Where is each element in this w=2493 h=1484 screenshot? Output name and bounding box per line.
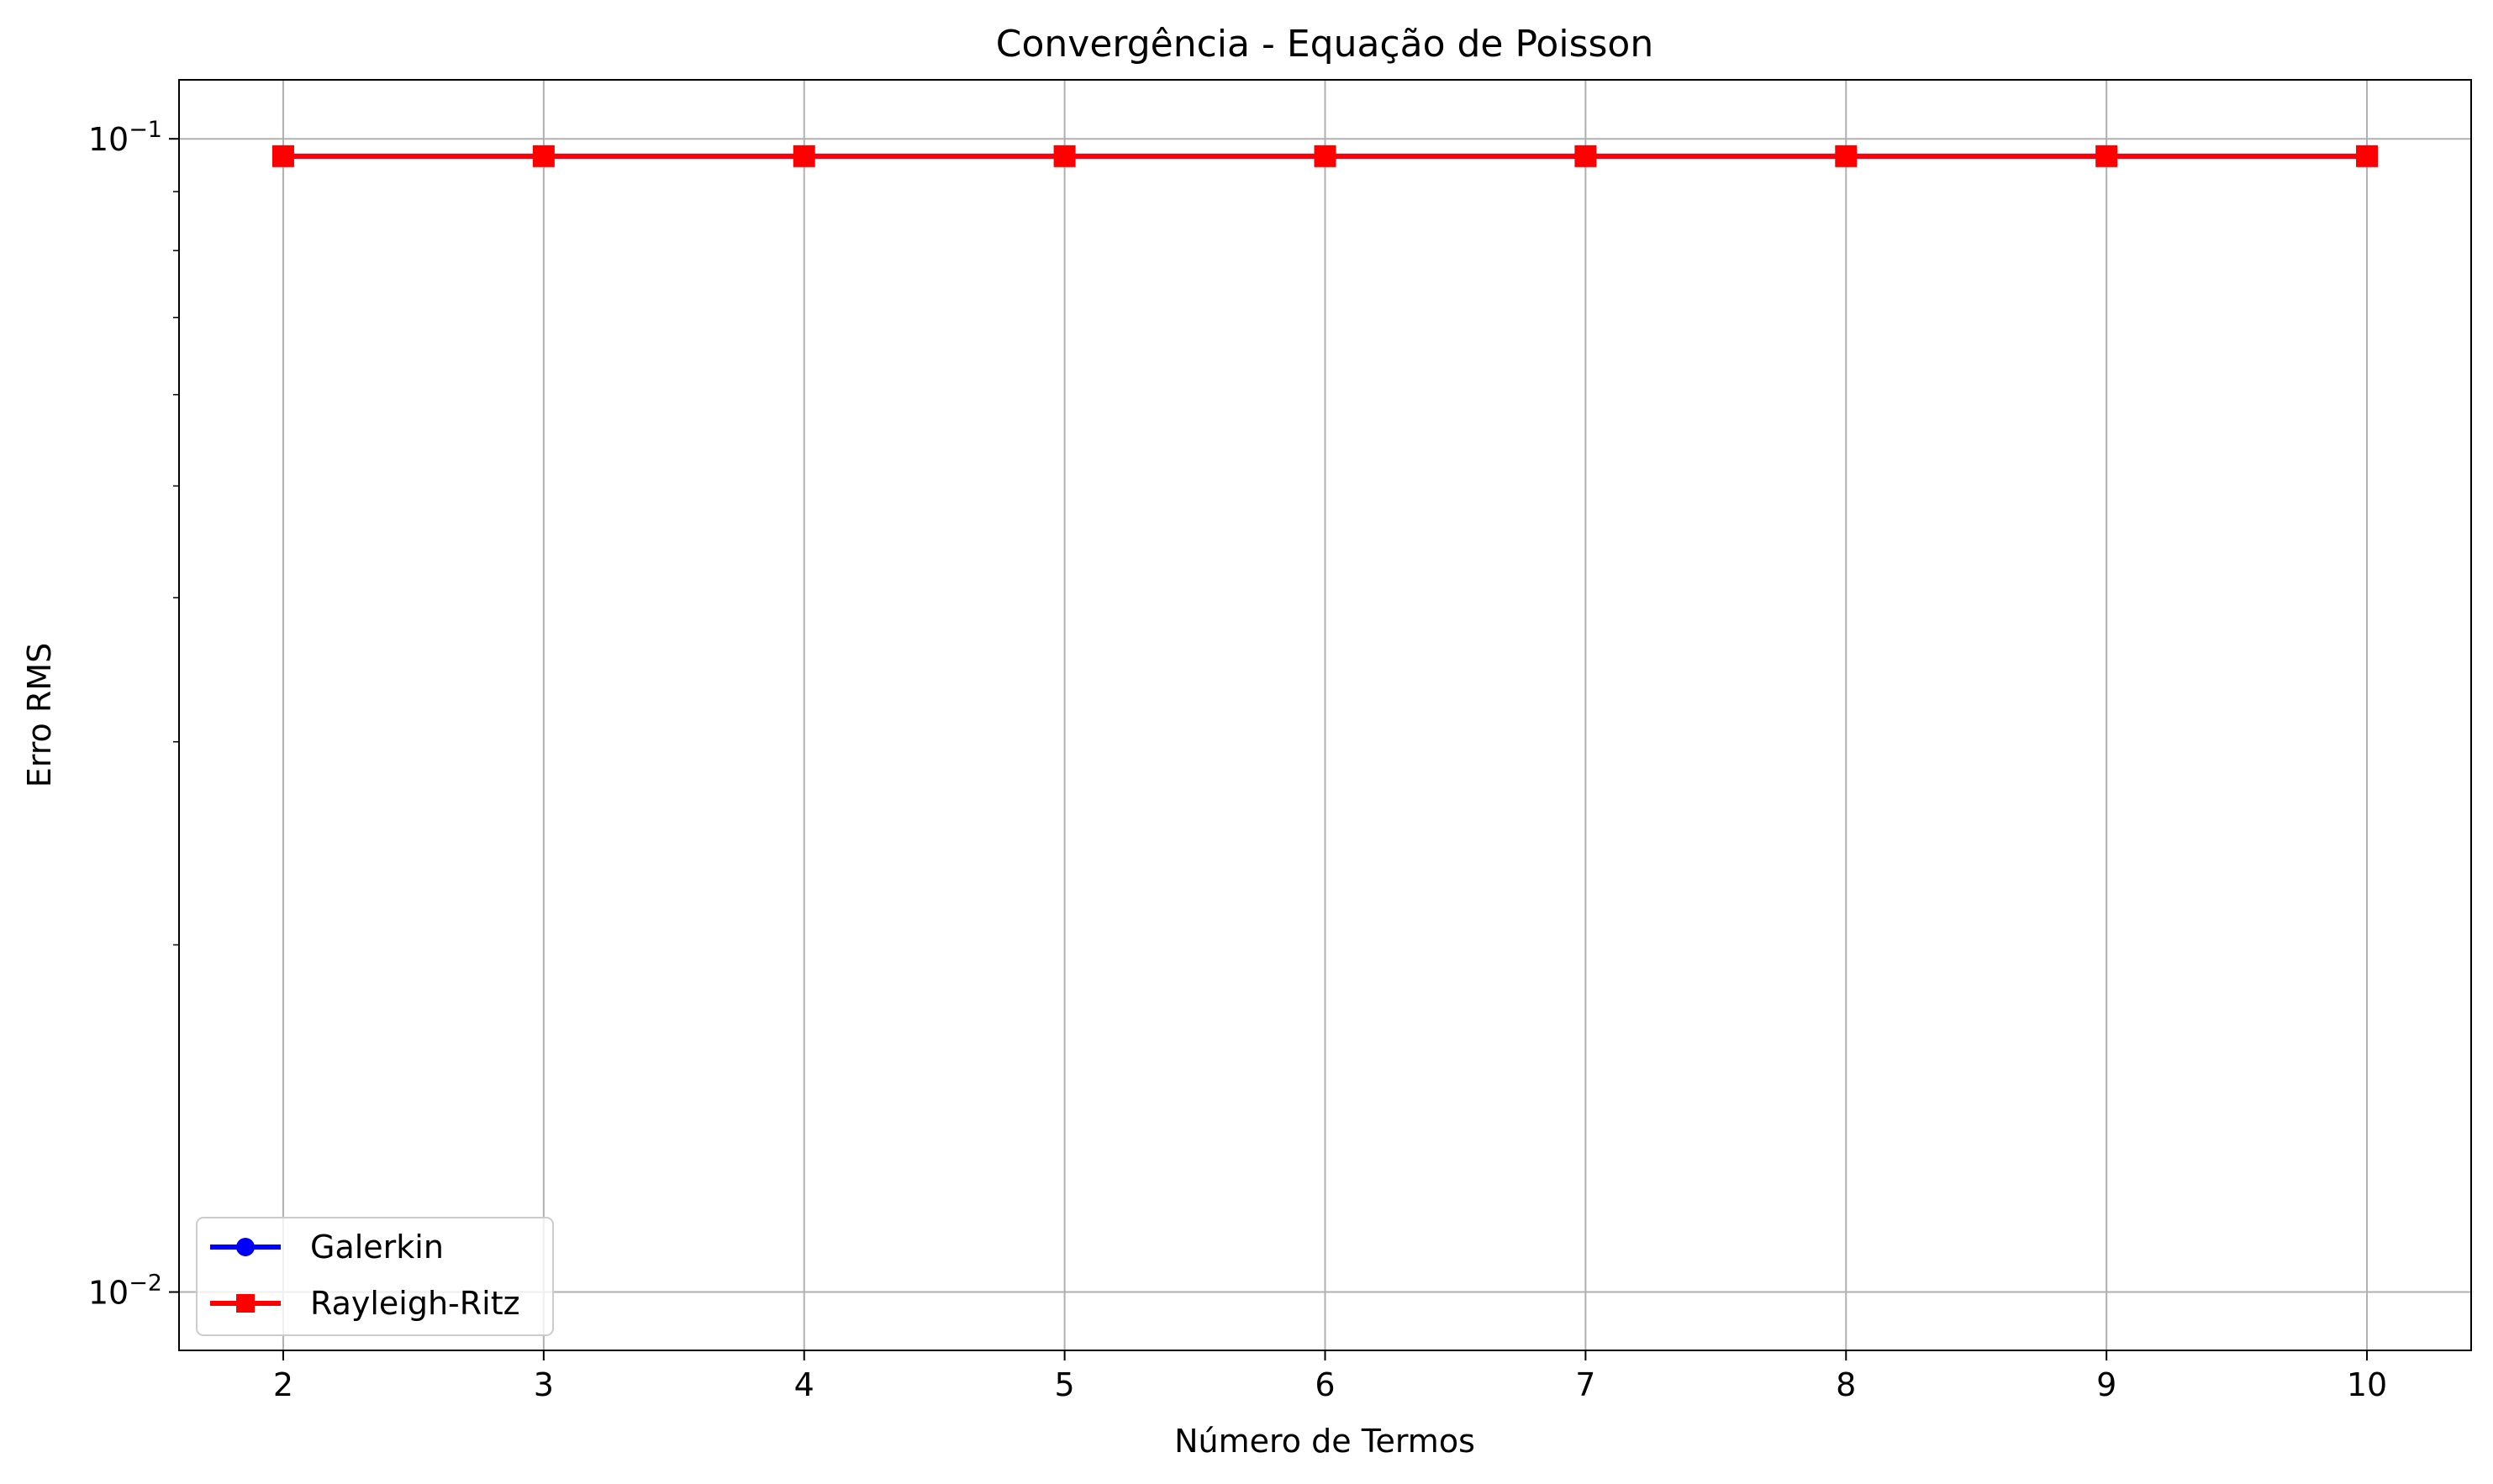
data-point-square xyxy=(2356,145,2379,167)
x-axis-label: Número de Termos xyxy=(1174,1423,1475,1460)
data-point-square xyxy=(793,145,815,167)
x-tick-label: 6 xyxy=(1315,1366,1335,1403)
series xyxy=(271,145,2379,167)
data-point-square xyxy=(532,145,555,167)
data-point-square xyxy=(271,145,294,167)
x-tick-label: 9 xyxy=(2096,1366,2116,1403)
x-tick-label: 7 xyxy=(1575,1366,1595,1403)
axis-ticks: 2 3 4 5 6 7 8 9 10 10−2 10−1 xyxy=(88,117,2387,1403)
chart-title: Convergência - Equação de Poisson xyxy=(996,23,1653,66)
legend-entry-rayleigh-ritz: Rayleigh-Ritz xyxy=(210,1285,520,1322)
y-tick-label: 10−2 xyxy=(88,1271,162,1312)
data-point-square xyxy=(1053,145,1076,167)
x-tick-label: 2 xyxy=(273,1366,293,1403)
y-tick-label: 10−1 xyxy=(88,117,162,158)
legend: Galerkin Rayleigh-Ritz xyxy=(196,1217,554,1336)
legend-marker-rayleigh-ritz xyxy=(236,1294,255,1313)
legend-box xyxy=(196,1217,554,1336)
legend-marker-galerkin xyxy=(236,1238,255,1256)
x-tick-label: 4 xyxy=(794,1366,814,1403)
data-point-square xyxy=(2095,145,2118,167)
legend-label-galerkin: Galerkin xyxy=(310,1229,444,1266)
legend-label-rayleigh-ritz: Rayleigh-Ritz xyxy=(310,1285,520,1322)
x-tick-label: 5 xyxy=(1055,1366,1075,1403)
x-tick-label: 10 xyxy=(2347,1366,2387,1403)
data-point-square xyxy=(1314,145,1336,167)
data-point-square xyxy=(1574,145,1597,167)
x-tick-label: 8 xyxy=(1836,1366,1856,1403)
x-tick-label: 3 xyxy=(534,1366,554,1403)
legend-entry-galerkin: Galerkin xyxy=(210,1229,444,1266)
data-point-square xyxy=(1835,145,1858,167)
y-axis-label: Erro RMS xyxy=(21,643,58,787)
grid xyxy=(179,80,2471,1350)
